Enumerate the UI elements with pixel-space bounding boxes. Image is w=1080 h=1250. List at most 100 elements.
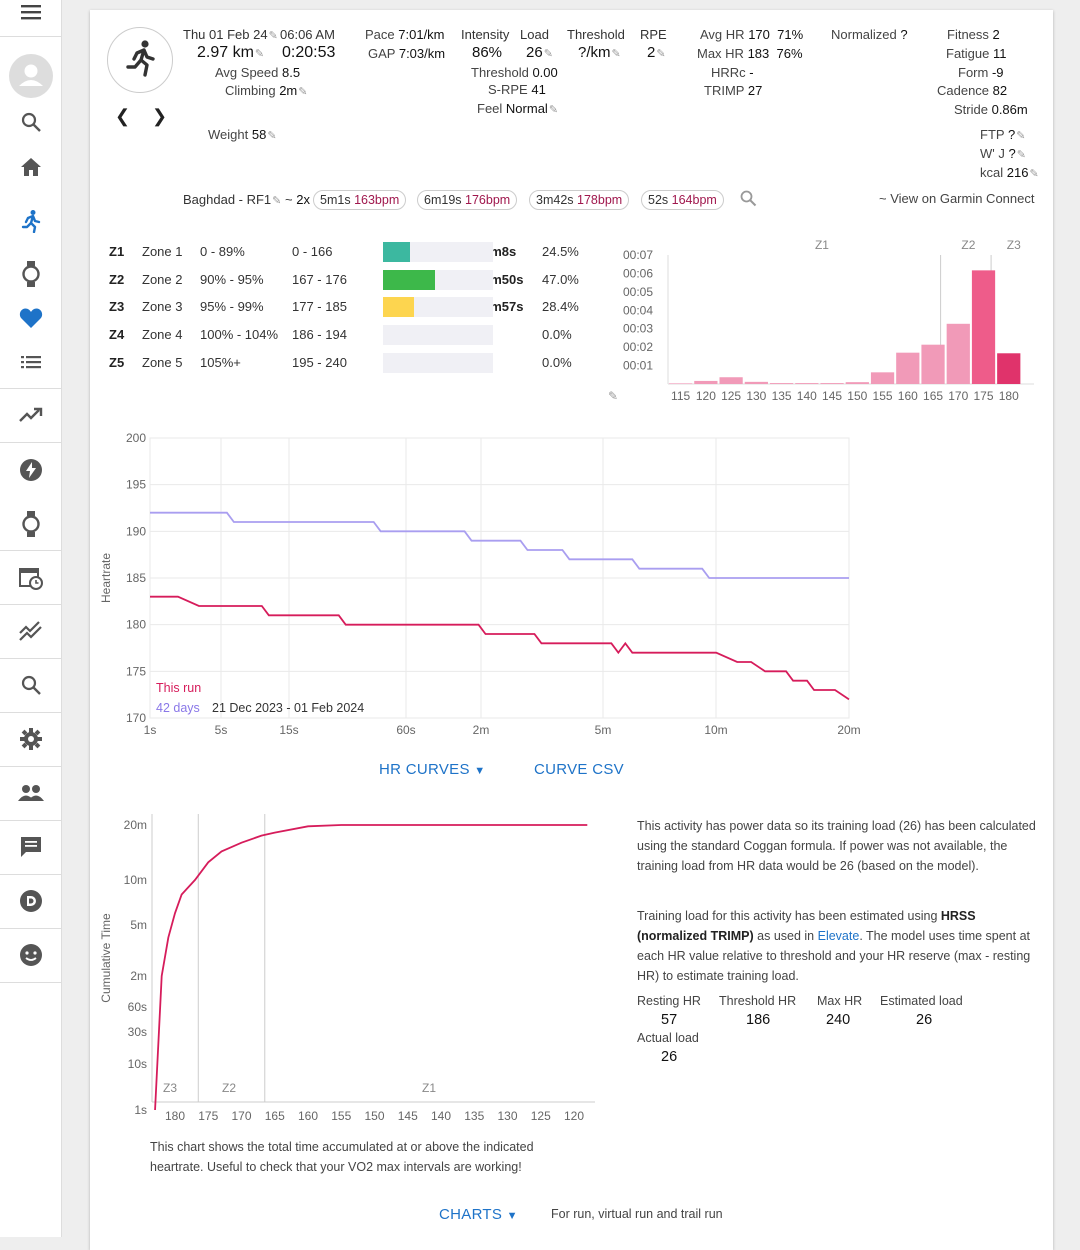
hist-x-tick-label: 135	[772, 389, 792, 403]
hr-curves-button[interactable]: HR CURVES ▼	[379, 761, 486, 778]
curves-x-tick-label: 20m	[837, 723, 860, 737]
intensity-label: Intensity	[461, 27, 510, 42]
weight[interactable]: Weight 58✎	[208, 127, 277, 142]
curves-x-tick-label: 5m	[595, 723, 612, 737]
prev-activity-chevron-left-icon[interactable]: ❮	[115, 106, 131, 126]
watch-icon[interactable]	[0, 261, 62, 287]
zone-bar-fill	[383, 242, 410, 262]
curves-y-tick-label: 195	[126, 478, 146, 492]
power-bolt-icon[interactable]	[0, 457, 62, 483]
hist-y-tick-label: 00:05	[623, 285, 653, 299]
edit-pencil-icon[interactable]: ✎	[1016, 149, 1026, 161]
edit-pencil-icon[interactable]: ✎	[548, 104, 559, 116]
hist-edit-pencil-icon: ✎	[608, 389, 618, 403]
zone-bar-track	[383, 325, 493, 345]
edit-pencil-icon[interactable]: ✎	[543, 48, 553, 60]
normalized: Normalized ?	[831, 27, 908, 42]
avatar[interactable]	[0, 54, 62, 98]
edit-pencil-icon[interactable]: ✎	[1016, 130, 1026, 142]
people-icon[interactable]	[0, 781, 62, 805]
heart-icon[interactable]	[0, 306, 62, 330]
search-icon-2[interactable]	[0, 673, 62, 697]
search-icon[interactable]	[0, 110, 62, 134]
hist-x-tick-label: 125	[721, 389, 741, 403]
feel[interactable]: Feel Normal✎	[477, 101, 559, 116]
cumulative-chart-note: This chart shows the total time accumula…	[150, 1140, 534, 1174]
interval-chip-4[interactable]: 52s 164bpm	[641, 190, 724, 210]
discord-icon[interactable]	[0, 889, 62, 913]
chat-icon[interactable]	[0, 835, 62, 859]
edit-pencil-icon[interactable]: ✎	[1029, 168, 1039, 180]
cumul-y-tick-label: 60s	[128, 1000, 147, 1014]
compare-lines-icon[interactable]	[0, 619, 62, 643]
zone-share: 0.0%	[542, 327, 572, 342]
cumul-zone-label: Z3	[163, 1081, 177, 1095]
hist-x-tick-label: 140	[797, 389, 817, 403]
activity-type-run-icon[interactable]	[107, 27, 173, 93]
activity-time: 06:06 AM	[280, 27, 335, 42]
edit-pencil-icon[interactable]: ✎	[298, 86, 308, 98]
edit-pencil-icon[interactable]: ✎	[267, 130, 277, 142]
legend-this-run: This run	[156, 681, 201, 695]
trending-up-icon[interactable]	[0, 403, 62, 427]
menu-icon[interactable]	[0, 0, 62, 24]
zone-bpm-range: 177 - 185	[292, 299, 347, 314]
interval-chip-3[interactable]: 3m42s 178bpm	[529, 190, 630, 210]
hist-x-tick-label: 160	[898, 389, 918, 403]
edit-pencil-icon[interactable]: ✎	[611, 48, 621, 60]
next-activity-chevron-right-icon[interactable]: ❯	[152, 106, 168, 126]
garmin-connect-link[interactable]: ~ View on Garmin Connect	[879, 191, 1035, 206]
list-icon[interactable]	[0, 350, 62, 374]
calendar-clock-icon[interactable]	[0, 565, 62, 591]
kcal[interactable]: kcal 216✎	[980, 165, 1039, 180]
edit-pencil-icon[interactable]: ✎	[268, 30, 278, 42]
zone-share: 0.0%	[542, 355, 572, 370]
hist-bar	[845, 382, 869, 384]
charts-button[interactable]: CHARTS ▼	[439, 1206, 518, 1223]
home-icon[interactable]	[0, 155, 62, 179]
zone-bpm-range: 195 - 240	[292, 355, 347, 370]
zone-time: 5m57s	[483, 299, 524, 314]
fitness: Fitness 2	[947, 27, 1000, 42]
zone-share: 47.0%	[542, 272, 579, 287]
interval-chip-2[interactable]: 6m19s 176bpm	[417, 190, 518, 210]
rpe-value[interactable]: 2✎	[647, 44, 666, 61]
device-watch-icon[interactable]	[0, 511, 62, 537]
edit-pencil-icon[interactable]: ✎	[656, 48, 666, 60]
curve-csv-button[interactable]: CURVE CSV	[534, 761, 624, 778]
charts-note: For run, virtual run and trail run	[551, 1207, 723, 1221]
hist-x-tick-label: 170	[948, 389, 968, 403]
smiley-face-icon[interactable]	[0, 943, 62, 967]
interval-chip-1[interactable]: 5m1s 163bpm	[313, 190, 407, 210]
zone-id: Z1	[109, 244, 125, 259]
threshold-pace[interactable]: ?/km✎	[578, 44, 621, 61]
hist-y-tick-label: 00:03	[623, 322, 653, 336]
hist-x-tick-label: 115	[671, 389, 690, 403]
settings-gear-icon[interactable]	[0, 727, 62, 751]
load-value[interactable]: 26✎	[526, 44, 553, 61]
activity-date[interactable]: Thu 01 Feb 24✎	[183, 27, 278, 42]
cumul-x-tick-label: 165	[265, 1109, 285, 1123]
avg-hr: Avg HR 170 71%	[700, 27, 804, 42]
hist-x-tick-label: 150	[847, 389, 867, 403]
activity-distance[interactable]: 2.97 km✎	[197, 44, 265, 61]
ftp[interactable]: FTP ?✎	[980, 127, 1026, 142]
edit-pencil-icon[interactable]: ✎	[254, 48, 265, 60]
cumul-y-tick-label: 5m	[130, 918, 147, 932]
hist-y-tick-label: 00:04	[623, 303, 653, 317]
hist-bar	[896, 352, 920, 384]
w-prime[interactable]: W' J ?✎	[980, 146, 1026, 161]
climbing[interactable]: Climbing 2m✎	[225, 83, 308, 98]
elevate-link[interactable]: Elevate	[817, 929, 860, 943]
edit-pencil-icon[interactable]: ✎	[272, 195, 282, 207]
estimated-load-value: 26	[916, 1012, 933, 1028]
interval-search-icon[interactable]	[739, 189, 757, 210]
interval-name[interactable]: Baghdad - RF1✎ ~ 2x	[183, 192, 310, 207]
activity-run-icon[interactable]	[0, 208, 62, 234]
cumulative-time-chart: 1s 10s 30s 60s 2m 5m 10m 20m 180 175 170 165 160 155 1…	[99, 814, 595, 1123]
sidebar	[0, 0, 62, 1237]
threshold-hr-label: Threshold HR	[719, 994, 797, 1008]
hist-bar	[795, 383, 819, 384]
resting-hr-value: 57	[661, 1012, 678, 1028]
